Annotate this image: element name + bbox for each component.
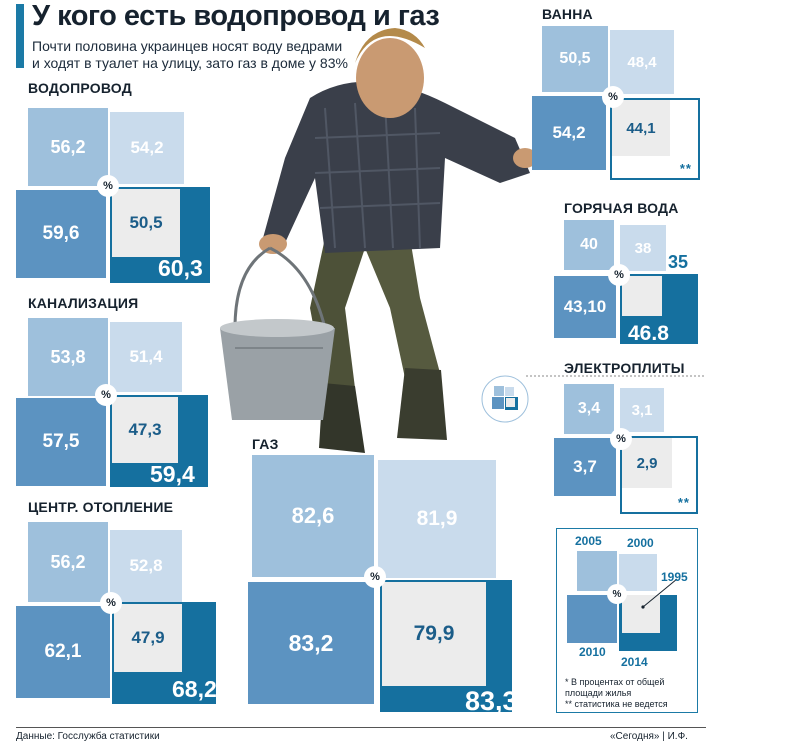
panel-2-value-1995: 47,3 [112, 397, 178, 463]
panel-7-value-1995: 2,9 [622, 438, 672, 488]
legend-square-1995 [622, 595, 660, 633]
panel-6-value-1995 [622, 276, 662, 316]
panel-6-value-2010: 43,10 [554, 276, 616, 338]
legend-note-3: ** статистика не ведется [565, 699, 668, 709]
panel-5-value-2000: 48,4 [610, 30, 674, 94]
panel-3-value-2014: 68,2 [172, 676, 217, 702]
footer-divider [16, 727, 706, 728]
legend-box: % 2005 2000 1995 2010 2014 * В процентах… [556, 528, 698, 713]
panel-2-label: КАНАЛИЗАЦИЯ [28, 295, 139, 311]
panel-7-value-2010: 3,7 [554, 438, 616, 496]
panel-3-value-2010: 62,1 [16, 606, 110, 698]
panel-3-value-2000: 52,8 [110, 530, 182, 602]
panel-6-value-1995-outside: 35 [668, 252, 689, 272]
legend-year-2005: 2005 [575, 534, 602, 548]
legend-year-2014: 2014 [621, 655, 648, 669]
panel-7-value-2000: 3,1 [620, 388, 664, 432]
legend-year-2000: 2000 [627, 536, 654, 550]
panel-4-value-2014: 83,3 [465, 686, 518, 716]
panel-1-value-2005: 56,2 [28, 108, 108, 186]
panel-4-value-2005: 82,6 [252, 455, 374, 577]
panel-5-value-2014: ** [679, 161, 692, 176]
legend-square-2000 [619, 554, 657, 591]
legend-square-2010 [567, 595, 617, 643]
panel-1-value-2000: 54,2 [110, 112, 184, 184]
panel-3-value-1995: 47,9 [114, 604, 182, 672]
panel-5-value-1995: 44,1 [612, 100, 670, 156]
panel-6-percent-sign: % [608, 264, 630, 286]
mini-squares-icon [481, 375, 529, 423]
photo-figure [220, 28, 537, 453]
panel-7-value-2014: ** [677, 495, 690, 510]
subtitle: Почти половина украинцев носят воду ведр… [32, 38, 348, 72]
footer-source: Данные: Госслужба статистики [16, 731, 160, 742]
subtitle-line-2: и ходят в туалет на улицу, зато газ в до… [32, 55, 348, 71]
footer-credit: «Сегодня» | И.Ф. [610, 731, 688, 742]
panel-1-value-2010: 59,6 [16, 190, 106, 278]
mini-squares-dotted-line [526, 375, 706, 377]
legend-square-2005 [577, 551, 617, 591]
panel-4-label: ГАЗ [252, 436, 279, 452]
legend-percent-sign: % [607, 584, 627, 604]
panel-2-percent-sign: % [95, 384, 117, 406]
page-title: У кого есть водопровод и газ [32, 0, 440, 32]
panel-6-value-2005: 40 [564, 220, 614, 270]
title-accent-bar [16, 4, 24, 68]
panel-5-value-2005: 50,5 [542, 26, 608, 92]
subtitle-line-1: Почти половина украинцев носят воду ведр… [32, 38, 343, 54]
panel-3-percent-sign: % [100, 592, 122, 614]
panel-6-value-2000: 38 [620, 225, 666, 271]
panel-5-value-2010: 54,2 [532, 96, 606, 170]
panel-4-value-2010: 83,2 [248, 582, 374, 704]
legend-note-1: * В процентах от общей [565, 677, 665, 687]
panel-3-label: ЦЕНТР. ОТОПЛЕНИЕ [28, 499, 174, 515]
legend-year-2010: 2010 [579, 645, 606, 659]
panel-6-value-2014: 46.8 [628, 322, 669, 345]
panel-7-percent-sign: % [610, 428, 632, 450]
panel-2-value-2005: 53,8 [28, 318, 108, 396]
legend-note-2: площади жилья [565, 688, 632, 698]
panel-5-percent-sign: % [602, 86, 624, 108]
panel-2-value-2010: 57,5 [16, 398, 106, 486]
panel-3-value-2005: 56,2 [28, 522, 108, 602]
panel-1-value-2014: 60,3 [158, 255, 203, 281]
panel-7-label: ЭЛЕКТРОПЛИТЫ [564, 360, 685, 376]
panel-2-value-2014: 59,4 [150, 461, 195, 487]
panel-1-label: ВОДОПРОВОД [28, 80, 132, 96]
panel-5-label: ВАННА [542, 6, 593, 22]
panel-7-value-2005: 3,4 [564, 384, 614, 434]
panel-1-percent-sign: % [97, 175, 119, 197]
panel-1-value-1995: 50,5 [112, 189, 180, 257]
panel-4-value-2000: 81,9 [378, 460, 496, 578]
legend-year-1995: 1995 [661, 570, 688, 584]
panel-6-label: ГОРЯЧАЯ ВОДА [564, 200, 679, 216]
panel-4-percent-sign: % [364, 566, 386, 588]
legend-pointer-line [641, 578, 678, 609]
panel-4-value-1995: 79,9 [382, 582, 486, 686]
boy-with-bucket-photo [220, 28, 537, 453]
panel-2-value-2000: 51,4 [110, 322, 182, 392]
